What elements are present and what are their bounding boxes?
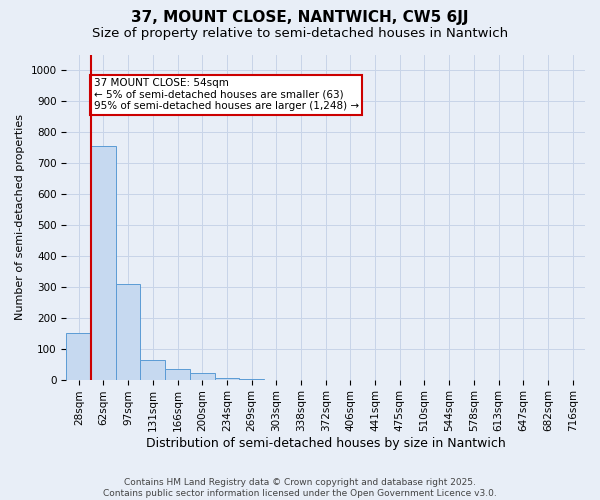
X-axis label: Distribution of semi-detached houses by size in Nantwich: Distribution of semi-detached houses by … [146,437,506,450]
Text: Size of property relative to semi-detached houses in Nantwich: Size of property relative to semi-detach… [92,28,508,40]
Bar [239,379,264,380]
Bar [190,374,215,380]
Y-axis label: Number of semi-detached properties: Number of semi-detached properties [15,114,25,320]
Bar [116,284,140,380]
Text: 37 MOUNT CLOSE: 54sqm
← 5% of semi-detached houses are smaller (63)
95% of semi-: 37 MOUNT CLOSE: 54sqm ← 5% of semi-detac… [94,78,359,112]
Bar [215,378,239,380]
Text: 37, MOUNT CLOSE, NANTWICH, CW5 6JJ: 37, MOUNT CLOSE, NANTWICH, CW5 6JJ [131,10,469,25]
Bar [140,360,165,380]
Text: Contains HM Land Registry data © Crown copyright and database right 2025.
Contai: Contains HM Land Registry data © Crown c… [103,478,497,498]
Bar [91,146,116,380]
Bar [165,369,190,380]
Bar [67,333,91,380]
